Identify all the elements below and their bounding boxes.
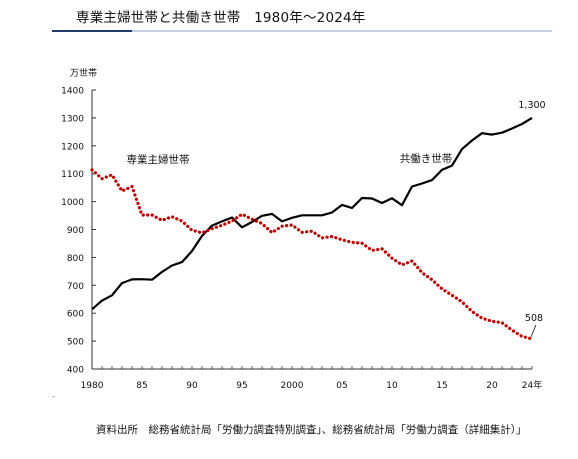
chart-labels: 400 500 600 700 800 900 1000 1100 1200 1300 1400 万世… [61, 67, 546, 391]
page-title: 専業主婦世帯と共働き世帯 1980年～2024年 [76, 10, 366, 26]
chart-series [90, 116, 534, 341]
series-label-housewife: 専業主婦世帯 [127, 153, 190, 166]
source-note: 資料出所 総務省統計局「労働力調査特別調査」、総務省統計局「労働力調査（詳細集計… [96, 424, 527, 436]
end-value-leader-housewife [530, 324, 537, 338]
title-underline-accent [52, 30, 132, 32]
x-tick-label: 15 [436, 381, 447, 391]
line-chart: 400 500 600 700 800 900 1000 1100 1200 1300 1400 万世… [61, 67, 546, 391]
y-tick-label: 1100 [61, 170, 84, 180]
x-tick-label: 10 [386, 381, 398, 391]
x-tick-label: 20 [486, 381, 498, 391]
y-tick-label: 800 [67, 254, 84, 264]
x-tick-label: 05 [336, 381, 347, 391]
x-tick-label: 2000 [281, 381, 304, 391]
x-tick-label: 24年 [522, 379, 542, 391]
y-tick-label: 1200 [61, 142, 84, 152]
end-value-label-housewife: 508 [525, 313, 543, 324]
x-tick-label: 90 [186, 381, 198, 391]
title-underline [52, 29, 552, 32]
y-tick-label: 700 [67, 282, 84, 292]
y-tick-label: 400 [67, 366, 84, 376]
y-tick-label: 500 [67, 338, 84, 348]
series-label-dual-income: 共働き世帯 [400, 152, 453, 165]
x-tick-label: 1980 [81, 381, 104, 391]
y-tick-label: 1300 [61, 114, 84, 124]
y-tick-label: 600 [67, 310, 84, 320]
footnote-marker: - [52, 392, 55, 401]
y-tick-label: 1400 [61, 87, 84, 97]
chart-axes [91, 89, 533, 370]
y-tick-label: 1000 [61, 198, 84, 208]
y-tick-label: 900 [67, 226, 84, 236]
y-axis-unit-label: 万世帯 [70, 67, 97, 79]
x-tick-label: 95 [236, 381, 247, 391]
series-line-housewife [90, 168, 534, 341]
series-line-dual-income [91, 116, 533, 311]
title-underline-rest [132, 30, 552, 32]
x-tick-label: 85 [136, 381, 147, 391]
end-value-label-dual-income: 1,300 [518, 100, 545, 111]
